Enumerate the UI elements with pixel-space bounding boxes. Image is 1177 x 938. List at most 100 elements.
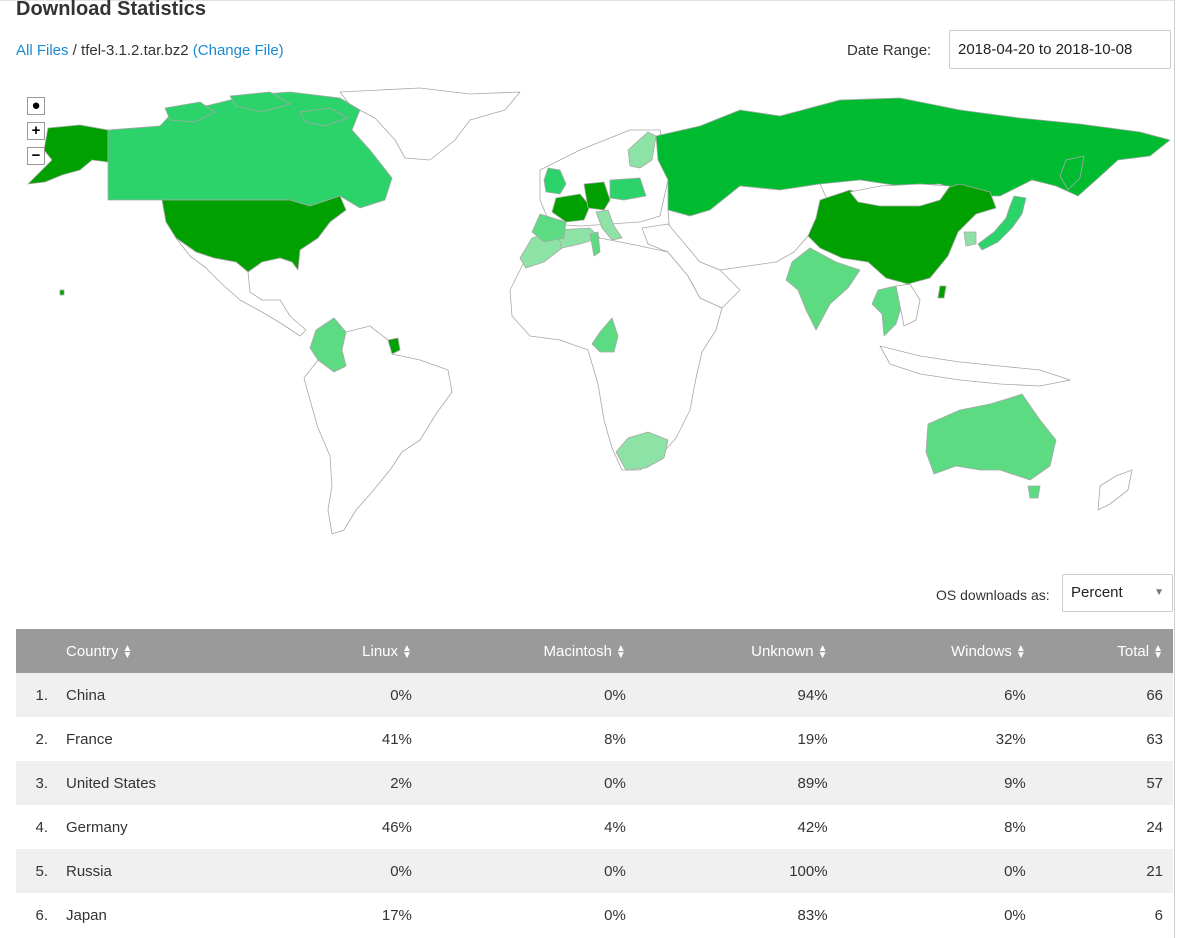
row-windows: 0% <box>1004 862 1026 880</box>
date-range-input[interactable]: 2018-04-20 to 2018-10-08 <box>949 30 1171 69</box>
row-rank: 6. <box>35 906 48 924</box>
table-row: 6. Japan 17% 0% 83% 0% 6 <box>16 893 1173 937</box>
breadcrumb-separator: / <box>68 42 82 59</box>
header-rank <box>16 629 56 673</box>
country-united-states[interactable] <box>161 195 347 273</box>
all-files-link[interactable]: All Files <box>16 42 69 59</box>
change-file-link[interactable]: (Change File) <box>192 42 284 59</box>
header-linux[interactable]: Linux ▲ ▼ <box>362 642 412 661</box>
header-total[interactable]: Total ▲ ▼ <box>1117 642 1163 661</box>
row-country: United States <box>66 774 157 792</box>
country-indonesia[interactable] <box>879 345 1071 387</box>
table-header-row: Country ▲ ▼ Linux ▲ ▼ Macintosh ▲ ▼ Unknown ▲ ▼ … <box>16 629 1173 673</box>
row-total: 57 <box>1146 774 1163 792</box>
country-new-zealand[interactable] <box>1097 469 1133 511</box>
row-unknown: 89% <box>797 774 828 792</box>
row-unknown: 42% <box>797 818 828 836</box>
row-rank: 3. <box>35 774 48 792</box>
russia-kamchatka <box>1059 155 1085 191</box>
header-unknown[interactable]: Unknown ▲ ▼ <box>751 642 828 661</box>
sort-icon: ▲ ▼ <box>1015 642 1026 661</box>
row-total: 6 <box>1154 906 1163 924</box>
os-downloads-select[interactable]: Percent ▼ <box>1062 574 1173 612</box>
country-taiwan[interactable] <box>937 285 947 299</box>
row-linux: 2% <box>390 774 412 792</box>
map-reset-button[interactable]: ● <box>27 97 45 115</box>
table-row: 5. Russia 0% 0% 100% 0% 21 <box>16 849 1173 893</box>
map-zoom-out-button[interactable]: − <box>27 147 45 165</box>
row-rank: 2. <box>35 730 48 748</box>
canada-islands <box>164 91 349 127</box>
row-windows: 8% <box>1004 818 1026 836</box>
row-total: 21 <box>1146 862 1163 880</box>
country-italy[interactable] <box>595 209 623 241</box>
sort-icon: ▲ ▼ <box>402 642 412 661</box>
map-zoom-in-button[interactable]: + <box>27 122 45 140</box>
header-country[interactable]: Country ▲ ▼ <box>66 642 133 661</box>
country-mongolia[interactable] <box>849 183 951 207</box>
country-tunisia[interactable] <box>589 231 601 257</box>
row-macintosh: 4% <box>604 818 626 836</box>
row-macintosh: 0% <box>604 862 626 880</box>
page-title: Download Statistics <box>16 0 207 20</box>
country-downloads-table: Country ▲ ▼ Linux ▲ ▼ Macintosh ▲ ▼ Unknown ▲ ▼ … <box>16 629 1173 937</box>
sort-icon: ▲ ▼ <box>122 642 133 661</box>
row-macintosh: 0% <box>604 686 626 704</box>
row-total: 24 <box>1146 818 1163 836</box>
country-greenland[interactable] <box>339 87 521 161</box>
row-linux: 41% <box>381 730 412 748</box>
country-united-kingdom[interactable] <box>543 167 567 195</box>
sort-icon: ▲ ▼ <box>615 642 626 661</box>
country-mexico[interactable] <box>175 237 307 337</box>
row-total: 66 <box>1146 686 1163 704</box>
row-windows: 32% <box>995 730 1026 748</box>
country-tasmania <box>1027 485 1041 499</box>
breadcrumb: All Files / tfel-3.1.2.tar.bz2 (Change F… <box>16 42 284 59</box>
row-linux: 46% <box>381 818 412 836</box>
row-windows: 6% <box>1004 686 1026 704</box>
row-country: France <box>66 730 113 748</box>
world-map-svg <box>27 87 1171 535</box>
row-windows: 9% <box>1004 774 1026 792</box>
row-macintosh: 0% <box>604 774 626 792</box>
country-france[interactable] <box>551 193 591 223</box>
row-linux: 0% <box>390 686 412 704</box>
chevron-down-icon: ▼ <box>1154 587 1164 598</box>
country-australia[interactable] <box>925 393 1057 481</box>
header-windows[interactable]: Windows ▲ ▼ <box>951 642 1026 661</box>
row-country: Russia <box>66 862 112 880</box>
table-row: 4. Germany 46% 4% 42% 8% 24 <box>16 805 1173 849</box>
country-india[interactable] <box>785 247 861 331</box>
row-linux: 17% <box>381 906 412 924</box>
middle-east <box>641 223 741 309</box>
row-unknown: 19% <box>797 730 828 748</box>
frame-top-border <box>0 0 1175 1</box>
country-poland[interactable] <box>609 177 647 201</box>
os-downloads-label: OS downloads as: <box>936 587 1050 603</box>
country-algeria[interactable] <box>555 227 601 249</box>
table-row: 3. United States 2% 0% 89% 9% 57 <box>16 761 1173 805</box>
world-map[interactable]: ● + − <box>16 84 1176 554</box>
header-macintosh[interactable]: Macintosh ▲ ▼ <box>543 642 626 661</box>
country-germany[interactable] <box>583 181 611 211</box>
os-downloads-selected: Percent <box>1071 584 1123 601</box>
date-range-label: Date Range: <box>847 42 932 59</box>
row-unknown: 100% <box>789 862 828 880</box>
frame-right-border <box>1174 0 1175 938</box>
country-japan[interactable] <box>977 195 1027 251</box>
current-file-name: tfel-3.1.2.tar.bz2 <box>81 42 189 59</box>
row-unknown: 83% <box>797 906 828 924</box>
country-africa[interactable] <box>509 235 723 471</box>
table-row: 1. China 0% 0% 94% 6% 66 <box>16 673 1173 717</box>
country-sweden[interactable] <box>627 131 657 169</box>
country-hawaii <box>59 289 65 296</box>
country-south-africa[interactable] <box>615 431 669 471</box>
row-rank: 4. <box>35 818 48 836</box>
country-south-america[interactable] <box>303 325 453 535</box>
row-rank: 5. <box>35 862 48 880</box>
row-country: Germany <box>66 818 128 836</box>
country-spain[interactable] <box>531 213 567 243</box>
country-cameroon[interactable] <box>591 317 619 353</box>
row-total: 63 <box>1146 730 1163 748</box>
country-south-korea[interactable] <box>963 231 977 247</box>
